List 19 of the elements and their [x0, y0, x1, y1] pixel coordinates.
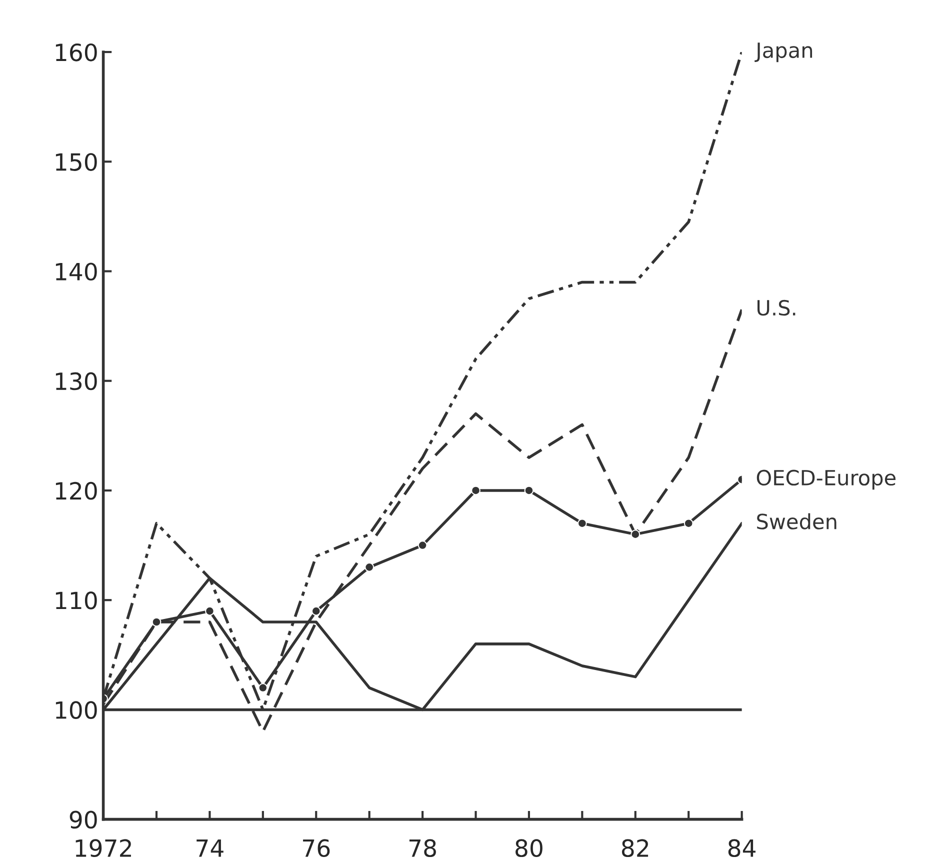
- x-tick-label: 82: [622, 839, 648, 858]
- y-tick-label: 100: [56, 701, 97, 720]
- x-tick-label: 78: [409, 839, 436, 858]
- series-label: U.S.: [758, 300, 796, 316]
- y-tick-label: 90: [70, 810, 97, 829]
- y-tick-label: 130: [56, 372, 97, 390]
- series-label: Sweden: [757, 513, 836, 530]
- y-tick-label: 120: [56, 482, 97, 500]
- x-tick-label: 76: [303, 839, 330, 858]
- series-label: Japan: [754, 42, 812, 62]
- y-tick-label: 160: [56, 43, 97, 62]
- y-tick-label: 140: [56, 262, 97, 281]
- x-tick-label: 1972: [76, 839, 131, 858]
- x-tick-label: 74: [196, 839, 224, 857]
- series-label: OECD-Europe: [756, 470, 896, 490]
- y-tick-label: 110: [56, 592, 97, 610]
- x-tick-label: 80: [516, 839, 542, 858]
- y-tick-label: 150: [56, 153, 97, 171]
- x-tick-label: 84: [728, 839, 756, 858]
